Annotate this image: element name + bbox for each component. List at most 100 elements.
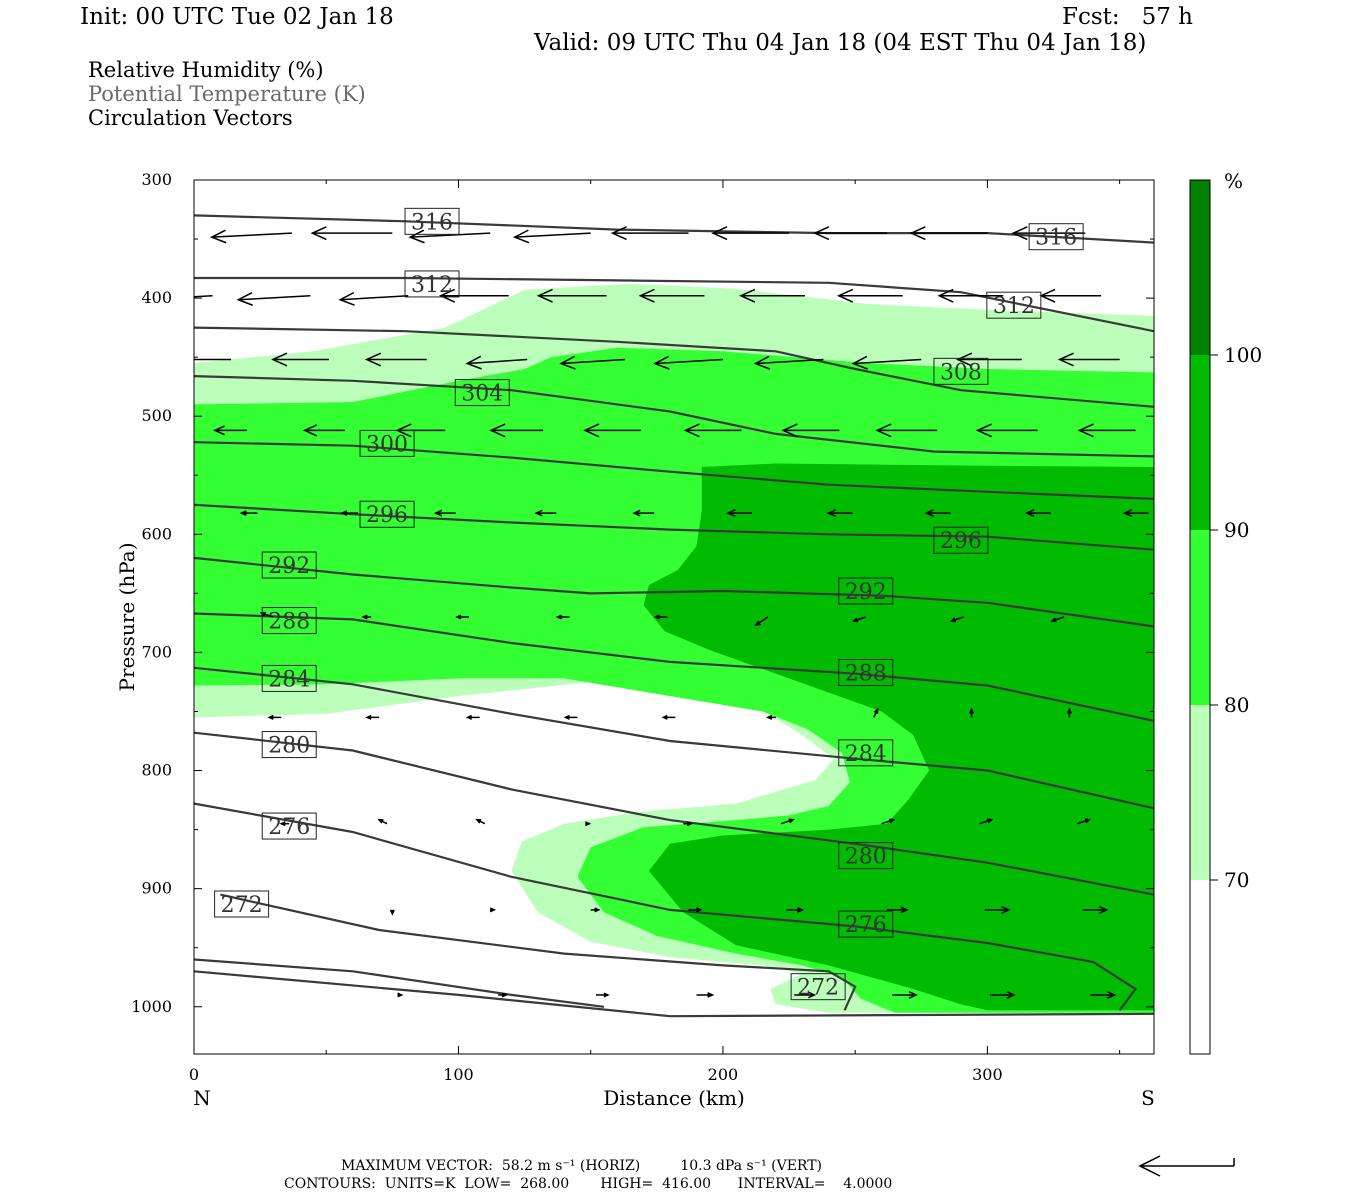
- isentrope-label-text: 288: [845, 662, 887, 687]
- axis-layer: 300 400 500 600 700 800 900 1000 0 100 200 300: [131, 170, 1154, 1084]
- vector-layer: [194, 226, 1149, 999]
- isentrope-label-272: 272: [214, 890, 270, 918]
- colorbar-label-80: 80: [1224, 693, 1249, 717]
- x-label-north: N: [193, 1086, 211, 1110]
- circulation-vector: [851, 355, 922, 370]
- isentrope-label-text: 272: [221, 893, 263, 918]
- circulation-vector: [489, 423, 544, 438]
- circulation-vector: [433, 509, 456, 517]
- isentrope-268: [194, 970, 1154, 1018]
- circulation-vector: [271, 352, 329, 367]
- isentrope-label-text: 312: [411, 273, 453, 298]
- isentrope-label-text: 272: [797, 976, 839, 1001]
- circulation-vector: [739, 288, 805, 303]
- isentrope-label-text: 308: [940, 360, 982, 385]
- isentrope-label-288: 288: [261, 607, 317, 635]
- circulation-vector: [194, 294, 213, 298]
- circulation-vector: [786, 907, 805, 913]
- circulation-vector: [267, 714, 282, 720]
- circulation-vector: [489, 907, 497, 913]
- max-vector-note: MAXIMUM VECTOR: 58.2 m s⁻¹ (HORIZ) 10.3 …: [341, 1158, 823, 1174]
- circulation-vector: [365, 714, 380, 720]
- isentrope-label-296: 296: [359, 500, 415, 528]
- rh-fill-layer: [194, 283, 1154, 1013]
- circulation-vector: [498, 992, 508, 998]
- circulation-vector: [408, 229, 491, 244]
- circulation-vector: [683, 423, 742, 438]
- y-tick-label: 1000: [131, 997, 172, 1016]
- circulation-vector: [726, 509, 753, 517]
- isentrope-label-276: 276: [838, 910, 894, 938]
- isentrope-label-text: 292: [268, 554, 310, 579]
- circulation-vector: [753, 355, 824, 370]
- circulation-vector: [194, 358, 232, 361]
- circulation-vector: [872, 707, 879, 718]
- circulation-vector: [632, 509, 655, 517]
- circulation-vector: [711, 226, 790, 241]
- legend-vectors: Circulation Vectors: [88, 106, 293, 130]
- circulation-vector: [279, 821, 290, 827]
- circulation-vector: [1057, 352, 1120, 367]
- colorbar-unit: %: [1224, 169, 1243, 193]
- colorbar-label-100: 100: [1224, 343, 1262, 367]
- circulation-vector: [937, 288, 1004, 303]
- isentrope-label-text: 284: [268, 667, 310, 692]
- circulation-vector: [979, 818, 994, 825]
- circulation-vector: [653, 355, 723, 370]
- circulation-vector: [754, 616, 769, 627]
- circulation-vector: [364, 352, 427, 367]
- isentrope-label-284: 284: [838, 739, 894, 767]
- isentrope-296: [194, 503, 1154, 551]
- colorbar: % 100 90 80 70: [1189, 169, 1262, 1055]
- circulation-vector: [781, 423, 840, 438]
- valid-time: Valid: 09 UTC Thu 04 Jan 18 (04 EST Thu …: [534, 30, 1147, 56]
- circulation-vector: [338, 291, 409, 306]
- isentrope-label-text: 316: [411, 210, 453, 235]
- circulation-vector: [377, 818, 388, 825]
- circulation-vector: [688, 907, 703, 913]
- circulation-vector: [590, 907, 601, 913]
- circulation-vector: [794, 991, 817, 999]
- colorbar-bin-80: [1190, 530, 1210, 705]
- circulation-vector: [438, 288, 509, 303]
- isentrope-label-316: 316: [1028, 223, 1084, 251]
- circulation-vector: [1090, 991, 1117, 999]
- isentrope-308: [194, 326, 1154, 408]
- circulation-vector: [585, 821, 592, 827]
- isentrope-label-308: 308: [933, 357, 989, 385]
- circulation-vector: [239, 510, 258, 516]
- reference-vector: [1138, 1155, 1235, 1177]
- circulation-vector: [696, 992, 715, 998]
- forecast-hour: Fcst: 57 h: [1062, 4, 1193, 30]
- circulation-vector: [1082, 905, 1109, 914]
- colorbar-bin-below-70: [1190, 880, 1210, 1054]
- isentrope-284: [194, 666, 1154, 810]
- circulation-vector: [213, 425, 247, 436]
- colorbar-bin-70: [1190, 705, 1210, 880]
- colorbar-label-90: 90: [1224, 518, 1249, 542]
- circulation-vector: [886, 906, 909, 914]
- isentrope-label-text: 312: [993, 294, 1035, 319]
- isentrope-layer: [194, 214, 1154, 1018]
- circulation-vector: [875, 423, 938, 438]
- circulation-vector: [455, 614, 470, 620]
- isentrope-label-312: 312: [404, 270, 460, 298]
- circulation-vector: [892, 991, 919, 999]
- circulation-vector: [765, 714, 776, 720]
- isentrope-272: [220, 893, 857, 1011]
- circulation-vector: [909, 226, 988, 241]
- y-tick-label: 800: [141, 761, 172, 780]
- x-tick-label: 100: [443, 1065, 474, 1084]
- isentrope-label-300: 300: [359, 429, 415, 457]
- y-tick-label: 500: [141, 406, 172, 425]
- isentrope-280: [194, 731, 1154, 896]
- x-tick-label: 0: [189, 1065, 199, 1084]
- circulation-vector: [969, 707, 975, 718]
- circulation-vector: [583, 423, 641, 438]
- init-time: Init: 00 UTC Tue 02 Jan 18: [80, 4, 394, 30]
- contours-note: CONTOURS: UNITS=K LOW= 268.00 HIGH= 416.…: [284, 1176, 893, 1192]
- isentrope-label-text: 292: [845, 580, 887, 605]
- circulation-vector: [465, 714, 480, 720]
- isentrope-288: [194, 612, 1154, 722]
